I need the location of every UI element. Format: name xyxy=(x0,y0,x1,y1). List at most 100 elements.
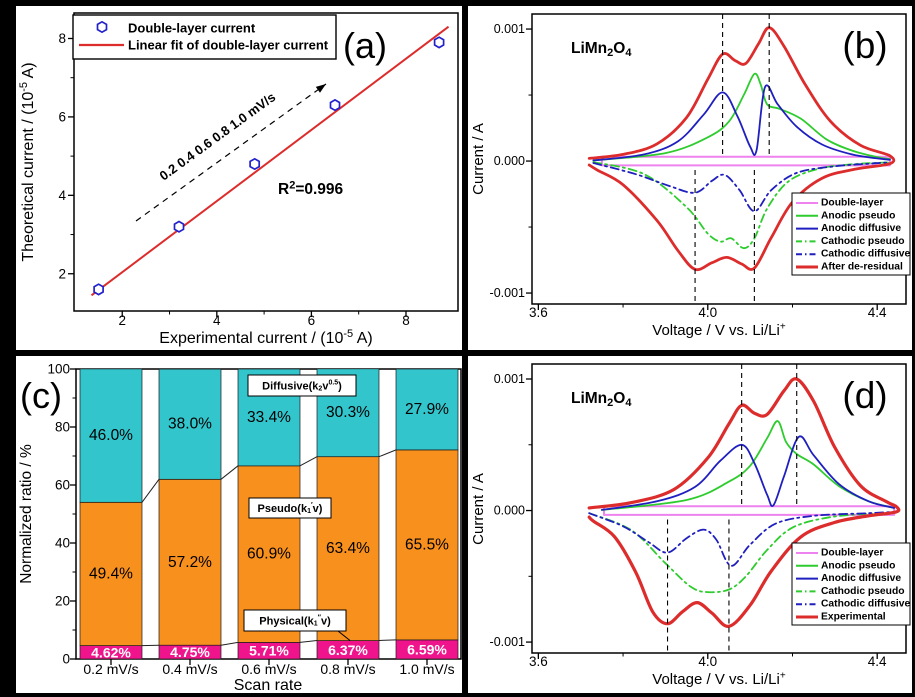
bar-percentage-label: 4.62% xyxy=(91,644,131,660)
bar-percentage-label: 30.3% xyxy=(326,404,370,421)
physical-series-label-box xyxy=(243,609,347,632)
curve-anodic-diffusive xyxy=(592,84,891,162)
r-squared-annotation: R2=0.996 xyxy=(278,179,344,198)
curve-anodic-pseudo xyxy=(592,72,891,162)
y-tick-label: -0.001 xyxy=(490,286,525,300)
y-axis-title: Normalized ratio / % xyxy=(18,444,35,584)
bar-percentage-label: 65.5% xyxy=(405,536,449,553)
bar-segment xyxy=(79,501,143,646)
pseudo-series-label: Pseudo(k1′v) xyxy=(258,502,323,516)
y-tick-label: 0.000 xyxy=(494,504,525,518)
x-category-label: 1.0 mV/s xyxy=(399,661,454,677)
y-axis-title: Current / A xyxy=(470,123,487,195)
legend-label: Experimental xyxy=(821,612,886,623)
segment-connector-line xyxy=(220,465,239,480)
y-tick-label: 80 xyxy=(55,420,70,435)
bar-segment xyxy=(395,449,459,641)
legend-label: Cathodic diffusive xyxy=(821,599,911,610)
data-point-marker xyxy=(173,220,185,233)
panel-a: 2 4 6 8 2 4 6 8 Experimental current / (10-5 A) T… xyxy=(16,6,462,350)
curve-after-de-residual xyxy=(587,26,896,272)
segment-connector-line xyxy=(378,449,397,458)
curve-double-layer xyxy=(600,155,891,167)
diffusive-series-label-box xyxy=(247,374,357,397)
y-axis-title: Theoretical current / (10-5 A) xyxy=(18,62,37,261)
legend-label: Double-layer xyxy=(821,548,883,559)
y-tick-label: -0.001 xyxy=(490,635,525,649)
bar-segment xyxy=(79,368,143,503)
curve-cathodic-pseudo xyxy=(588,512,879,594)
bar-percentage-label: 38.0% xyxy=(168,416,212,433)
legend-label: Cathodic pseudo xyxy=(821,236,905,247)
x-axis-title: Scan rate xyxy=(234,677,303,693)
y-tick-label: 6 xyxy=(58,109,66,124)
panel-c: 0 20 40 60 80 100 4.62% 4.75% 5.71% 6.37% 6.59% 49.… xyxy=(16,356,462,693)
legend-label: After de-residual xyxy=(821,262,903,273)
x-tick-label: 8 xyxy=(402,313,410,328)
x-category-label: 0.8 mV/s xyxy=(320,661,375,677)
curve-cathodic-diffusive xyxy=(592,161,891,213)
x-axis-title: Voltage / V vs. Li/Li+ xyxy=(652,322,786,339)
bar-segment xyxy=(158,368,222,480)
bar-percentage-label: 46.0% xyxy=(89,427,133,444)
segment-connector-line xyxy=(299,456,318,467)
y-axis-title: Current / A xyxy=(470,473,487,545)
x-category-label: 0.6 mV/s xyxy=(241,661,296,677)
panel-letter: (a) xyxy=(343,25,387,66)
bar-segment xyxy=(158,478,222,646)
legend-label: Anodic pseudo xyxy=(821,560,895,571)
diffusive-series-label: Diffusive(k2v0.5) xyxy=(262,379,342,393)
stacked-bar-plot-c: 0 20 40 60 80 100 4.62% 4.75% 5.71% 6.37% 6.59% 49.… xyxy=(18,362,462,693)
x-axis-title: Experimental current / (10-5 A) xyxy=(159,328,372,347)
scatter-plot-a: 2 4 6 8 2 4 6 8 Experimental current / (10-5 A) T… xyxy=(18,12,459,347)
legend-label: Anodic diffusive xyxy=(821,573,901,584)
bar-percentage-label: 33.4% xyxy=(247,409,291,426)
bar-segment xyxy=(395,368,459,451)
y-tick-label: 20 xyxy=(55,594,70,609)
segment-connector-line xyxy=(141,479,160,503)
y-tick-label: 4 xyxy=(58,188,66,203)
panel-b: 3.6 4.0 4.4 0.001 0.000 -0.001 Voltage / V vs.… xyxy=(468,6,912,350)
legend-label: Anodic pseudo xyxy=(821,210,895,221)
bar-percentage-label: 60.9% xyxy=(247,546,291,563)
data-point-marker xyxy=(329,98,341,112)
curve-cathodic-pseudo xyxy=(592,161,891,250)
curve-anodic-diffusive xyxy=(601,435,895,511)
physical-label-pointer xyxy=(337,630,351,641)
x-tick-label: 4 xyxy=(213,313,221,328)
bar-percentage-label: 27.9% xyxy=(405,401,449,418)
panel-d: 3.6 4.0 4.4 0.001 0.000 -0.001 Voltage / V vs.… xyxy=(468,356,912,693)
x-axis-title: Voltage / V vs. Li/Li+ xyxy=(652,671,786,688)
y-tick-label: 2 xyxy=(58,266,66,281)
data-point-marker xyxy=(96,20,108,34)
legend-box xyxy=(791,542,911,626)
panel-letter: (c) xyxy=(20,375,62,416)
x-tick-label: 2 xyxy=(118,313,126,328)
fit-line xyxy=(90,25,450,297)
legend-label: Cathodic diffusive xyxy=(821,249,911,260)
y-tick-label: 0.000 xyxy=(494,154,525,168)
segment-connector-line xyxy=(299,640,318,643)
x-tick-label: 3.6 xyxy=(529,305,548,320)
segment-connector-line xyxy=(378,639,397,641)
y-tick-label: 40 xyxy=(55,536,70,551)
arrowhead-icon xyxy=(315,84,326,93)
curve-anodic-pseudo xyxy=(601,420,895,511)
panel-letter: (b) xyxy=(842,25,887,66)
curve-experimental xyxy=(587,377,901,628)
x-category-label: 0.2 mV/s xyxy=(83,661,138,677)
bar-percentage-label: 5.71% xyxy=(249,643,289,659)
segment-connector-line xyxy=(220,641,239,646)
curve-cathodic-diffusive xyxy=(588,511,895,567)
physical-series-label: Physical(k1″v) xyxy=(259,614,331,628)
bar-percentage-label: 4.75% xyxy=(170,644,210,660)
bar-percentage-label: 6.59% xyxy=(407,641,447,657)
x-category-label: 0.4 mV/s xyxy=(162,661,217,677)
y-tick-label: 60 xyxy=(55,478,70,493)
y-tick-label: 0.001 xyxy=(494,22,525,36)
curve-double-layer xyxy=(603,505,896,516)
plot-frame xyxy=(531,363,907,654)
x-tick-label: 4.0 xyxy=(698,654,717,669)
x-tick-label: 6 xyxy=(308,313,316,328)
